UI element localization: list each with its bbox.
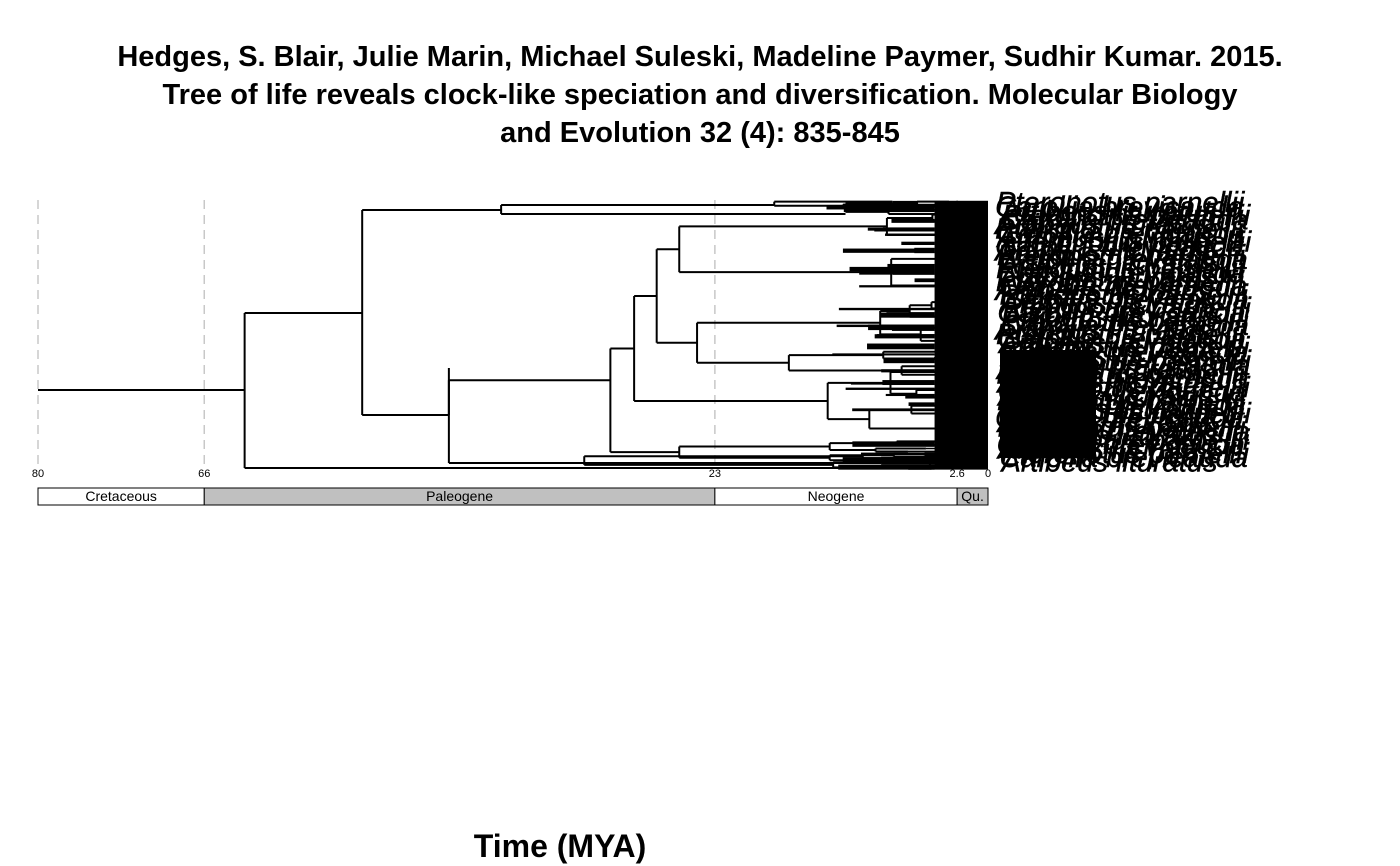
tip-mass xyxy=(891,218,935,223)
leaf-label: Artibeus lituratus xyxy=(993,315,1211,347)
tip-mass xyxy=(842,457,935,463)
tip-mass xyxy=(901,241,935,246)
tip-mass xyxy=(860,452,935,456)
tree-layer xyxy=(38,200,988,470)
period-label: Cretaceous xyxy=(85,488,157,504)
leaf-label: Pteronotus parnellii xyxy=(996,266,1246,298)
tip-mass xyxy=(934,202,988,468)
leaf-label-mass xyxy=(1000,350,1096,458)
tip-mass xyxy=(843,208,935,213)
leaf-label: Pteronotus parnellii xyxy=(995,213,1245,245)
tip-mass xyxy=(832,353,935,356)
tip-mass xyxy=(838,464,935,470)
tip-mass xyxy=(867,343,935,350)
tick-label: 80 xyxy=(32,468,44,480)
tip-mass xyxy=(892,268,935,275)
leaf-label: Pteronotus parnellii xyxy=(1000,306,1250,338)
chart-title: Hedges, S. Blair, Julie Marin, Michael S… xyxy=(0,38,1400,152)
leaf-label: Artibeus lituratus xyxy=(993,275,1211,307)
leaf-label: Pteronotus parnellii xyxy=(1000,279,1250,311)
tick-label: 23 xyxy=(709,468,721,480)
tip-mass xyxy=(874,334,935,339)
period-box xyxy=(956,487,989,506)
tip-mass xyxy=(852,441,935,447)
leaf-label: Pteronotus parnellii xyxy=(996,319,1246,351)
title-line-1: Hedges, S. Blair, Julie Marin, Michael S… xyxy=(117,41,1283,73)
leaf-label: Artibeus lituratus xyxy=(997,262,1215,294)
leaf-label: Carollia brevicauda xyxy=(999,271,1247,303)
tip-mass xyxy=(826,204,935,210)
grid-layer xyxy=(37,200,958,467)
tip-mass xyxy=(836,324,935,328)
leaf-label: Pteronotus parnellii xyxy=(1003,293,1253,325)
tip-mass xyxy=(891,325,935,331)
tip-mass xyxy=(887,263,935,268)
tick-label: 0 xyxy=(985,468,991,480)
leaf-label: Artibeus lituratus xyxy=(999,288,1217,320)
tip-mass xyxy=(905,394,935,399)
leaf-label: Carollia brevicauda xyxy=(1000,205,1248,237)
period-label: Qu. xyxy=(961,488,984,504)
leaf-label: Pteronotus parnellii xyxy=(997,240,1247,272)
tip-block xyxy=(826,202,988,470)
leaf-label: Carollia brevicauda xyxy=(997,297,1245,329)
period-bar: Cretaceous Paleogene Neogene Qu. xyxy=(37,487,989,506)
period-label: Neogene xyxy=(808,488,865,504)
tip-mass xyxy=(908,402,935,406)
leaf-label: Carollia brevicauda xyxy=(995,231,1243,263)
leaf-label: Artibeus lituratus xyxy=(1000,301,1218,333)
tip-mass xyxy=(852,408,935,412)
tick-label: 66 xyxy=(198,468,210,480)
tip-mass xyxy=(883,358,935,364)
leaf-label: Pteronotus parnellii xyxy=(996,253,1246,285)
leaf-label: Artibeus lituratus xyxy=(993,235,1211,267)
leaf-label: Pteronotus parnellii xyxy=(1003,227,1253,259)
leaf-label: Carollia brevicauda xyxy=(1001,310,1249,342)
leaf-label: Carollia brevicauda xyxy=(995,191,1243,223)
tip-mass xyxy=(882,380,935,386)
tip-mass xyxy=(845,387,935,390)
period-label: Paleogene xyxy=(426,488,493,504)
leaf-label: Pteronotus parnellii xyxy=(996,187,1246,219)
tick-layer: 80 66 23 2.6 0 xyxy=(32,468,991,480)
tip-mass xyxy=(859,285,935,288)
x-axis-label: Time (MYA) xyxy=(473,828,647,864)
title-line-2: Tree of life reveals clock-like speciati… xyxy=(162,79,1238,111)
title-line-3: and Evolution 32 (4): 835-845 xyxy=(500,117,900,149)
tip-mass xyxy=(881,369,935,373)
tip-mass xyxy=(885,233,935,236)
tip-mass xyxy=(885,393,935,397)
leaf-label: Carollia brevicauda xyxy=(1000,244,1248,276)
tick-label: 2.6 xyxy=(949,468,964,480)
tip-mass xyxy=(842,248,935,253)
tip-mass xyxy=(914,278,935,283)
tip-mass xyxy=(867,227,935,231)
leaf-label: Carollia brevicauda xyxy=(1001,284,1249,316)
leaf-label: Artibeus lituratus xyxy=(993,209,1211,241)
leaf-label: Artibeus lituratus xyxy=(998,249,1216,281)
tip-mass xyxy=(849,266,935,272)
leaf-label: Carollia brevicauda xyxy=(996,218,1244,250)
leaf-label: Artibeus lituratus xyxy=(995,222,1213,254)
leaf-label: Carollia brevicauda xyxy=(997,257,1245,289)
tip-mass xyxy=(838,307,935,311)
tip-mass xyxy=(880,312,935,318)
leaf-label: Pteronotus parnellii xyxy=(1002,200,1252,232)
leaf-label: Artibeus lituratus xyxy=(999,196,1217,228)
